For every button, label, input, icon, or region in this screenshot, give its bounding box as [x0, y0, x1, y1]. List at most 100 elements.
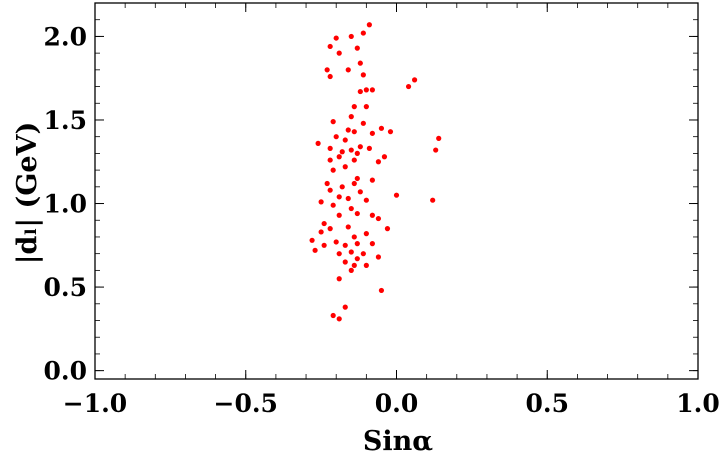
- data-point: [318, 199, 324, 205]
- data-point: [381, 154, 388, 160]
- data-point: [366, 145, 372, 151]
- y-tick-label: 1.5: [44, 106, 88, 135]
- data-point: [405, 83, 412, 90]
- point-layer: [309, 22, 442, 322]
- data-point: [327, 187, 333, 193]
- data-point: [357, 88, 363, 95]
- data-point: [336, 50, 342, 56]
- data-point: [345, 127, 351, 133]
- data-point: [354, 175, 360, 182]
- data-point: [351, 104, 357, 110]
- data-point: [333, 35, 339, 41]
- x-axis-title: Sinα: [363, 426, 433, 457]
- data-point: [354, 210, 360, 217]
- data-point: [327, 145, 333, 151]
- data-point: [436, 135, 442, 141]
- data-point: [351, 157, 357, 163]
- data-point: [351, 234, 357, 240]
- data-point: [339, 149, 345, 155]
- data-point: [393, 192, 400, 198]
- data-point: [348, 205, 354, 212]
- data-point: [360, 120, 366, 126]
- data-point: [345, 224, 351, 230]
- data-point: [315, 140, 321, 146]
- data-point: [321, 220, 327, 227]
- data-point: [351, 262, 357, 268]
- data-point: [342, 259, 348, 265]
- data-point: [348, 114, 354, 120]
- data-point: [324, 67, 330, 73]
- data-point: [357, 144, 363, 150]
- data-point: [357, 60, 363, 66]
- data-point: [330, 202, 336, 208]
- data-point: [321, 242, 327, 248]
- data-point: [360, 251, 366, 257]
- data-point: [369, 241, 375, 247]
- data-point: [357, 189, 363, 195]
- data-point: [327, 226, 333, 232]
- data-point: [324, 180, 330, 187]
- x-tick-label: 0.0: [375, 389, 419, 418]
- data-point: [363, 231, 369, 237]
- data-point: [369, 177, 375, 183]
- data-point: [336, 212, 342, 218]
- data-point: [336, 251, 342, 257]
- data-point: [351, 180, 357, 187]
- x-tick-label: −0.5: [214, 389, 278, 418]
- data-point: [342, 164, 348, 170]
- data-point: [363, 104, 369, 110]
- data-point: [312, 247, 318, 253]
- data-point: [327, 157, 333, 163]
- data-point: [384, 226, 391, 232]
- data-point: [375, 215, 382, 222]
- data-point: [354, 45, 360, 51]
- data-point: [378, 125, 385, 131]
- data-point: [360, 30, 366, 36]
- data-point: [348, 33, 354, 40]
- data-point: [348, 249, 354, 255]
- data-point: [363, 87, 369, 93]
- data-point: [363, 262, 369, 268]
- y-tick-label: 0.5: [44, 273, 88, 302]
- data-point: [333, 134, 339, 140]
- plot-frame: [94, 2, 699, 380]
- y-tick-label: 1.0: [44, 190, 88, 219]
- data-point: [348, 267, 354, 273]
- x-tick-label: 0.5: [526, 389, 570, 418]
- data-point: [327, 43, 333, 50]
- data-point: [345, 195, 351, 202]
- data-point: [363, 197, 369, 203]
- data-point: [336, 154, 342, 160]
- data-point: [387, 129, 394, 135]
- data-point: [378, 287, 385, 294]
- data-point: [309, 237, 315, 243]
- data-point: [318, 229, 324, 235]
- data-point: [375, 159, 382, 165]
- data-point: [327, 73, 333, 80]
- data-point: [354, 150, 360, 156]
- data-point: [345, 67, 351, 73]
- data-point: [351, 129, 357, 135]
- data-point: [336, 194, 342, 200]
- y-tick-label: 0.0: [44, 357, 88, 386]
- tick-layer: −1.0 −0.5 0.0 0.5 1.0 0.0 0.5 1.0 1.5 2.0: [44, 2, 720, 418]
- data-point: [348, 147, 354, 153]
- x-tick-label: −1.0: [63, 389, 127, 418]
- data-point: [330, 167, 336, 173]
- data-point: [411, 77, 418, 83]
- data-point: [339, 184, 345, 190]
- y-tick-label: 2.0: [44, 22, 88, 51]
- data-point: [369, 130, 375, 136]
- y-axis-title: |dₗ| (GeV): [12, 122, 43, 265]
- data-point: [336, 316, 342, 322]
- data-point: [333, 239, 339, 245]
- data-point: [369, 212, 375, 218]
- data-point: [342, 304, 348, 310]
- data-point: [330, 312, 336, 319]
- data-point: [342, 242, 348, 248]
- x-tick-label: 1.0: [676, 389, 720, 418]
- data-point: [430, 197, 436, 203]
- data-point: [330, 119, 336, 125]
- data-point: [354, 241, 360, 247]
